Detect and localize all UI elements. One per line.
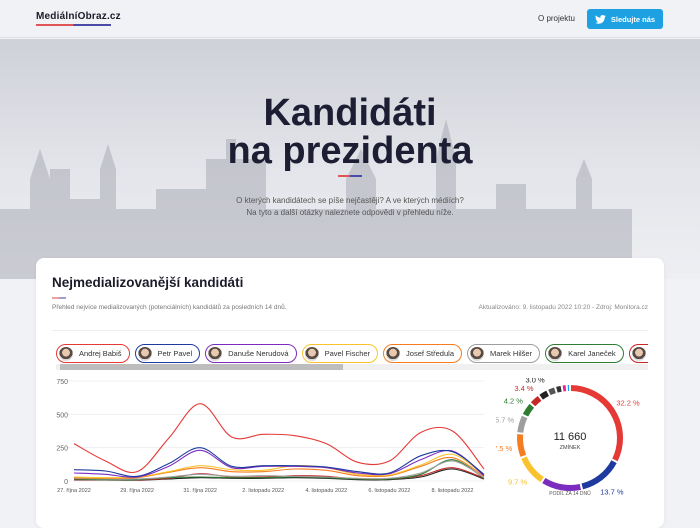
donut-slice[interactable] (582, 462, 614, 487)
candidate-avatar (208, 347, 222, 361)
chips-scrollbar[interactable] (56, 364, 648, 370)
candidate-chip[interactable]: Marek Hilšer (467, 344, 540, 363)
x-tick-label: 2. listopadu 2022 (242, 488, 284, 494)
candidate-chip[interactable]: Karel Janeček (545, 344, 624, 363)
donut-slice[interactable] (520, 434, 523, 455)
candidate-chip[interactable]: Petr Pavel (135, 344, 201, 363)
hero: Kandidáti na prezidenta O kterých kandid… (0, 39, 700, 279)
logo[interactable]: MediálníObraz.cz (36, 11, 121, 22)
top-bar: MediálníObraz.cz O projektu Sledujte nás (0, 0, 700, 38)
x-tick-label: 8. listopadu 2022 (432, 488, 474, 494)
candidate-chips: Andrej Babiš Petr Pavel Danuše Nerudová Pav… (56, 344, 648, 364)
twitter-bird-icon (595, 15, 606, 24)
top-candidates-card: Nejmedializovanější kandidáti Přehled ne… (36, 258, 664, 528)
card-title: Nejmedializovanější kandidáti (52, 275, 243, 290)
x-tick-label: 4. listopadu 2022 (305, 488, 347, 494)
about-link[interactable]: O projektu (538, 14, 575, 23)
candidate-avatar (138, 347, 152, 361)
slice-label: 4.2 % (504, 396, 524, 405)
scrollbar-thumb[interactable] (60, 364, 343, 370)
hero-title-line2: na prezidenta (0, 132, 700, 170)
donut-slice[interactable] (544, 481, 581, 488)
x-tick-label: 27. října 2022 (57, 488, 91, 494)
card-subtitle: Přehled nejvíce medializovaných (potenci… (52, 304, 287, 311)
donut-caption: PODÍL ZA 14 DNŮ (549, 490, 591, 497)
slice-label: 3.0 % (525, 378, 545, 385)
total-mentions-label: ZMÍNEK (560, 444, 581, 451)
donut-slice[interactable] (526, 406, 532, 415)
card-title-accent (52, 297, 66, 299)
slice-label: 3.4 % (514, 384, 534, 393)
donut-slice[interactable] (541, 393, 547, 397)
slice-label: 7.5 % (496, 444, 513, 453)
hero-accent-line (338, 175, 362, 177)
candidate-chip[interactable]: J… (629, 344, 648, 363)
candidate-chip[interactable]: Pavel Fischer (302, 344, 378, 363)
share-donut-chart: 32.2 %13.7 %12.6 %9.7 %7.5 %5.7 %4.2 %3.… (496, 378, 664, 498)
candidate-name: Josef Středula (406, 349, 454, 358)
candidate-avatar (632, 347, 646, 361)
donut-slice[interactable] (533, 398, 539, 404)
hero-lead-line1: O kterých kandidátech se píše nejčastěji… (0, 196, 700, 205)
mentions-line-chart: 0 250 500 750 27. října 2022 29. října 2022 31… (36, 374, 496, 494)
logo-underline (36, 24, 111, 26)
x-tick-label: 29. října 2022 (120, 488, 154, 494)
candidate-name: Karel Janeček (568, 349, 616, 358)
hero-title-line1: Kandidáti (0, 94, 700, 132)
candidate-chip[interactable]: Danuše Nerudová (205, 344, 296, 363)
donut-slice[interactable] (557, 389, 561, 390)
candidate-avatar (386, 347, 400, 361)
hero-lead-line2: Na tyto a další otázky naleznete odpověd… (0, 208, 700, 217)
donut-slice[interactable] (524, 458, 542, 480)
twitter-follow-label: Sledujte nás (611, 15, 655, 24)
updated-source: Aktualizováno: 9. listopadu 2022 10:20 -… (479, 304, 648, 311)
y-tick-label: 0 (64, 479, 68, 486)
candidate-chip[interactable]: Andrej Babiš (56, 344, 130, 363)
y-tick-label: 250 (56, 446, 68, 453)
x-tick-label: 31. října 2022 (183, 488, 217, 494)
candidate-name: Andrej Babiš (79, 349, 122, 358)
divider (52, 330, 648, 331)
slice-label: 32.2 % (616, 399, 640, 408)
slice-label: 5.7 % (496, 416, 514, 425)
slice-label: 13.7 % (600, 488, 624, 497)
candidate-name: Danuše Nerudová (228, 349, 288, 358)
candidate-avatar (548, 347, 562, 361)
total-mentions: 11 660 (554, 431, 587, 443)
candidate-name: Marek Hilšer (490, 349, 532, 358)
candidate-name: Pavel Fischer (325, 349, 370, 358)
candidate-avatar (59, 347, 73, 361)
slice-label: 9.7 % (508, 477, 528, 486)
candidate-chip[interactable]: Josef Středula (383, 344, 462, 363)
donut-slice[interactable] (520, 417, 524, 432)
candidate-avatar (305, 347, 319, 361)
y-tick-label: 750 (56, 379, 68, 386)
y-tick-label: 500 (56, 412, 68, 419)
x-tick-label: 6. listopadu 2022 (368, 488, 410, 494)
candidate-name: Petr Pavel (158, 349, 193, 358)
twitter-follow-button[interactable]: Sledujte nás (587, 9, 663, 29)
donut-slice[interactable] (549, 390, 555, 392)
candidate-avatar (470, 347, 484, 361)
